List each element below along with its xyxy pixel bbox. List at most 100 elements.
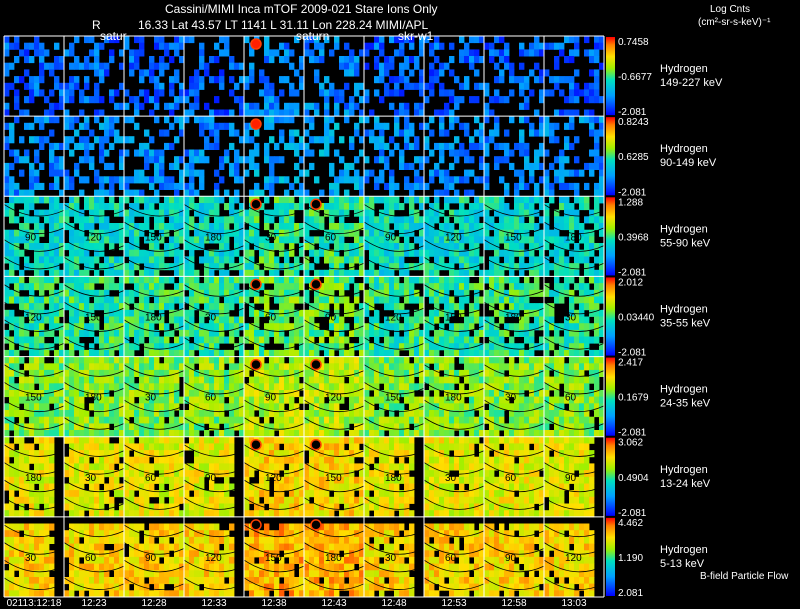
heatmap-cell: [334, 189, 340, 197]
heatmap-cell: [49, 182, 55, 190]
heatmap-cell: [564, 209, 570, 217]
heatmap-cell: [104, 276, 110, 284]
heatmap-cell: [309, 102, 315, 110]
heatmap-cell: [89, 216, 95, 224]
heatmap-cell: [154, 283, 160, 291]
heatmap-cell: [434, 216, 440, 224]
heatmap-cell: [74, 329, 80, 337]
heatmap-cell: [559, 249, 565, 257]
heatmap-cell: [444, 336, 450, 344]
heatmap-cell: [169, 209, 175, 217]
heatmap-cell: [564, 363, 570, 371]
heatmap-cell: [284, 203, 290, 211]
heatmap-cell: [549, 430, 555, 438]
heatmap-cell: [404, 129, 410, 137]
heatmap-cell: [569, 336, 575, 344]
heatmap-cell: [114, 256, 120, 264]
heatmap-cell: [514, 430, 520, 438]
heatmap-cell: [354, 296, 360, 304]
heatmap-cell: [464, 410, 470, 418]
heatmap-cell: [34, 149, 40, 157]
heatmap-cell: [289, 383, 295, 391]
heatmap-cell: [559, 356, 565, 364]
heatmap-cell: [564, 423, 570, 431]
heatmap-cell: [219, 109, 225, 117]
heatmap-cell: [149, 283, 155, 291]
heatmap-cell: [269, 349, 275, 357]
heatmap-cell: [74, 309, 80, 317]
heatmap-cell: [379, 176, 385, 184]
heatmap-cell: [414, 263, 420, 271]
heatmap-cell: [84, 269, 90, 277]
heatmap-cell: [84, 309, 90, 317]
heatmap-cell: [319, 383, 325, 391]
heatmap-cell: [454, 136, 460, 144]
heatmap-cell: [124, 189, 130, 197]
heatmap-cell: [44, 430, 50, 438]
heatmap-cell: [514, 263, 520, 271]
heatmap-cell: [299, 62, 305, 70]
heatmap-cell: [169, 296, 175, 304]
heatmap-cell: [439, 116, 445, 124]
heatmap-cell: [409, 82, 415, 90]
heatmap-cell: [169, 316, 175, 324]
heatmap-cell: [304, 349, 310, 357]
heatmap-cell: [9, 289, 15, 297]
heatmap-cell: [394, 430, 400, 438]
heatmap-cell: [239, 109, 245, 117]
heatmap-cell: [294, 109, 300, 117]
heatmap-cell: [509, 256, 515, 264]
heatmap-cell: [504, 142, 510, 150]
heatmap-cell: [449, 423, 455, 431]
heatmap-cell: [124, 303, 130, 311]
heatmap-cell: [119, 256, 125, 264]
heatmap-cell: [79, 189, 85, 197]
heatmap-cell: [409, 56, 415, 64]
heatmap-cell: [524, 403, 530, 411]
heatmap-cell: [254, 142, 260, 150]
heatmap-cell: [94, 249, 100, 257]
heatmap-cell: [19, 249, 25, 257]
heatmap-cell: [59, 102, 65, 110]
heatmap-cell: [89, 156, 95, 164]
heatmap-cell: [194, 269, 200, 277]
heatmap-cell: [89, 162, 95, 170]
heatmap-cell: [509, 243, 515, 251]
heatmap-cell: [559, 336, 565, 344]
heatmap-cell: [104, 162, 110, 170]
heatmap-cell: [239, 303, 245, 311]
heatmap-cell: [589, 82, 595, 90]
heatmap-cell: [9, 309, 15, 317]
heatmap-cell: [254, 182, 260, 190]
heatmap-cell: [254, 296, 260, 304]
heatmap-cell: [179, 349, 185, 357]
heatmap-cell: [194, 410, 200, 418]
heatmap-cell: [584, 423, 590, 431]
heatmap-cell: [524, 249, 530, 257]
heatmap-cell: [444, 182, 450, 190]
heatmap-cell: [414, 430, 420, 438]
heatmap-cell: [124, 430, 130, 438]
heatmap-cell: [294, 203, 300, 211]
heatmap-cell: [299, 182, 305, 190]
heatmap-cell: [594, 69, 600, 77]
heatmap-cell: [279, 136, 285, 144]
heatmap-cell: [414, 329, 420, 337]
heatmap-cell: [589, 376, 595, 384]
heatmap-cell: [444, 203, 450, 211]
heatmap-cell: [139, 102, 145, 110]
heatmap-cell: [594, 216, 600, 224]
heatmap-cell: [214, 343, 220, 351]
heatmap-cell: [284, 249, 290, 257]
heatmap-cell: [534, 363, 540, 371]
heatmap-cell: [559, 42, 565, 50]
heatmap-cell: [214, 376, 220, 384]
heatmap-cell: [84, 203, 90, 211]
heatmap-cell: [454, 236, 460, 244]
heatmap-cell: [129, 249, 135, 257]
heatmap-cell: [469, 62, 475, 70]
heatmap-cell: [19, 416, 25, 424]
heatmap-cell: [154, 96, 160, 104]
heatmap-cell: [134, 390, 140, 398]
heatmap-cell: [59, 289, 65, 297]
